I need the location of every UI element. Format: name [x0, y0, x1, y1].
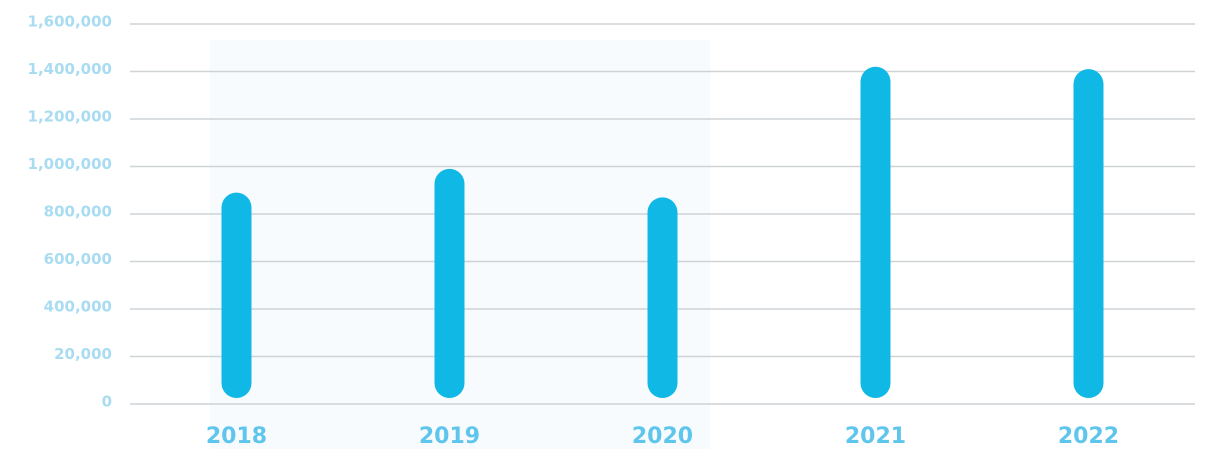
x-tick-label: 2019 — [419, 424, 480, 449]
bar — [434, 168, 465, 398]
x-tick-label: 2018 — [206, 424, 267, 449]
y-tick-label: 0 — [102, 393, 112, 411]
bar — [1073, 69, 1104, 398]
x-tick-label: 2021 — [845, 424, 906, 449]
bar — [221, 192, 252, 398]
y-tick-label: 1,600,000 — [28, 13, 112, 31]
x-tick-label: 2020 — [632, 424, 693, 449]
y-tick-label: 600,000 — [44, 250, 112, 268]
bar — [647, 197, 678, 398]
y-tick-label: 1,000,000 — [28, 155, 112, 173]
y-tick-label: 1,200,000 — [28, 108, 112, 126]
y-tick-label: 400,000 — [44, 298, 112, 316]
y-tick-label: 1,400,000 — [28, 60, 112, 78]
y-tick-label: 800,000 — [44, 203, 112, 221]
x-tick-label: 2022 — [1058, 424, 1119, 449]
y-tick-label: 20,000 — [54, 345, 112, 363]
bar — [860, 66, 891, 398]
